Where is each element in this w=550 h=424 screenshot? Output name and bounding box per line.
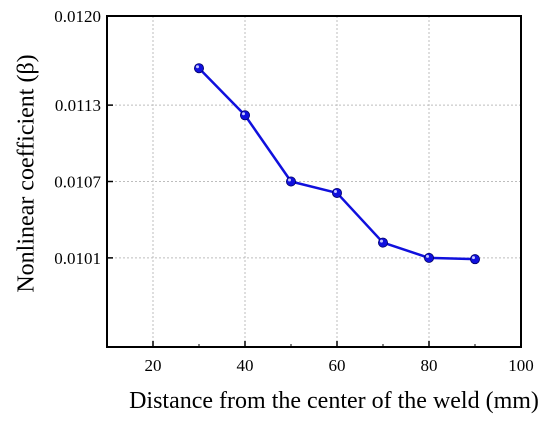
x-axis: 20 40 60 80 100 <box>106 341 534 375</box>
data-point <box>285 176 296 187</box>
x-tick-label: 20 <box>145 356 162 375</box>
data-point-highlight <box>380 239 383 243</box>
data-point-highlight <box>288 178 291 182</box>
data-point <box>377 237 388 248</box>
data-point <box>423 252 434 263</box>
y-tick-label: 0.0101 <box>54 249 101 268</box>
x-tick-label: 40 <box>237 356 254 375</box>
plot-frame <box>106 15 522 348</box>
x-axis-label: Distance from the center of the weld (mm… <box>129 388 539 414</box>
series-group <box>193 63 480 265</box>
data-point <box>469 254 480 265</box>
y-tick-label: 0.0120 <box>54 7 101 26</box>
x-tick-label: 80 <box>421 356 438 375</box>
data-point <box>239 110 250 121</box>
y-tick-label: 0.0107 <box>54 173 101 192</box>
data-point-highlight <box>426 254 429 258</box>
data-point-highlight <box>242 112 245 116</box>
x-tick-label: 100 <box>508 356 534 375</box>
data-point-highlight <box>472 256 475 260</box>
y-axis: 0.0101 0.0107 0.0113 0.0120 <box>54 7 113 268</box>
y-axis-label: Nonlinear coefficient (β) <box>14 54 40 292</box>
data-point <box>193 63 204 74</box>
x-tick-label: 60 <box>329 356 346 375</box>
data-point-highlight <box>196 65 199 69</box>
data-point-highlight <box>334 189 337 193</box>
data-point <box>331 187 342 198</box>
y-tick-label: 0.0113 <box>55 96 101 115</box>
grid-lines <box>107 16 521 347</box>
